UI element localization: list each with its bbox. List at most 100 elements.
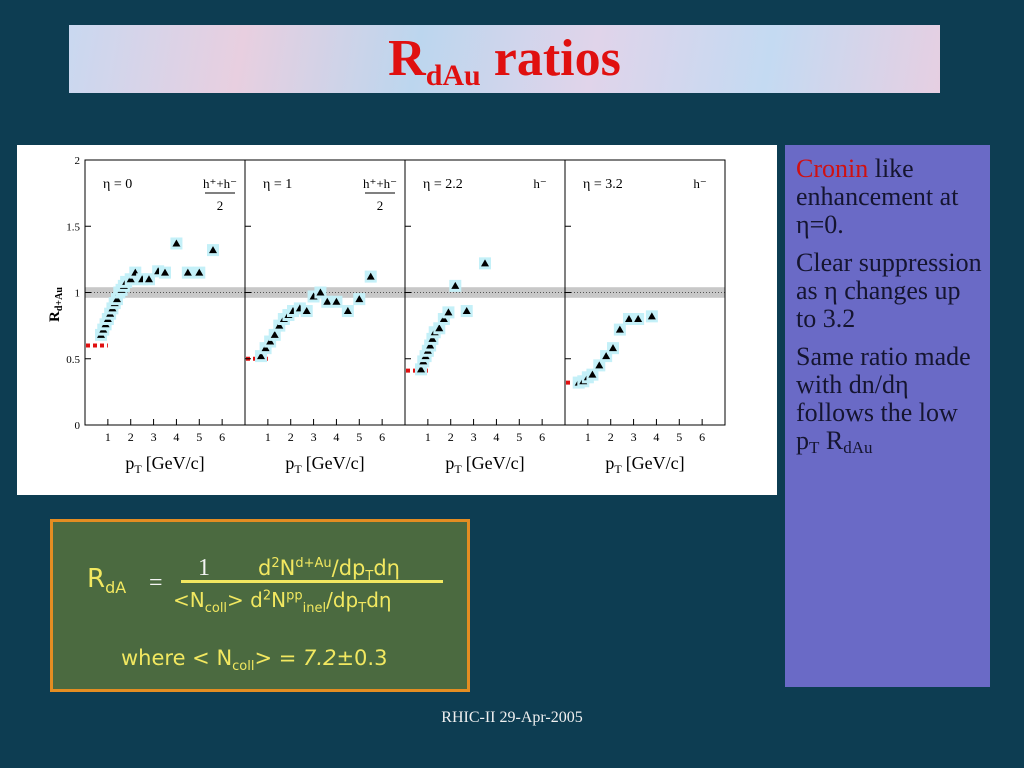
- data-point: [595, 361, 604, 369]
- x-tick-label: 3: [151, 430, 157, 444]
- y-tick-label: 0.5: [66, 354, 80, 366]
- y-tick-label: 1.5: [66, 221, 80, 233]
- x-tick-label: 5: [516, 430, 522, 444]
- formula-box: RdA = 1 d2Nd+Au/dpTdη <Ncoll> d2Nppinel/…: [50, 519, 470, 692]
- eta-label: η = 3.2: [583, 177, 623, 192]
- x-tick-label: 3: [311, 430, 317, 444]
- title-rest: ratios: [493, 30, 621, 87]
- x-tick-label: 6: [699, 430, 705, 444]
- text-text: N: [271, 588, 287, 612]
- x-tick-label: 6: [219, 430, 225, 444]
- text-text: d: [258, 556, 272, 580]
- formula-lhs: RdA: [87, 564, 126, 596]
- text-text: Same ratio made with dn/dη follows the l…: [796, 342, 971, 455]
- data-point: [428, 334, 437, 342]
- text-text: /dp: [326, 588, 359, 612]
- x-label-sub: T: [454, 462, 462, 476]
- data-point: [462, 307, 471, 315]
- data-point: [634, 315, 643, 322]
- x-tick-label: 5: [356, 430, 362, 444]
- data-point: [161, 268, 169, 276]
- x-label-sub: T: [134, 462, 142, 476]
- text-highlight: Cronin: [796, 154, 869, 183]
- x-label-main: p: [445, 453, 454, 473]
- data-point: [343, 307, 352, 315]
- data-point: [323, 297, 332, 305]
- x-tick-label: 1: [265, 430, 271, 444]
- text-text: dη: [366, 588, 392, 612]
- sidebar-paragraph: Clear suppression as η changes up to 3.2: [796, 249, 982, 333]
- data-point: [647, 312, 656, 320]
- text-sub: inel: [302, 601, 327, 616]
- text-sub: T: [358, 601, 367, 616]
- formula-denominator: <Ncoll> d2Nppinel/dpTdη: [173, 588, 392, 615]
- formula-equals: =: [149, 570, 163, 596]
- text-text: > d: [227, 588, 263, 612]
- x-tick-label: 1: [105, 430, 111, 444]
- text-text: Clear suppression as η changes up to 3.2: [796, 248, 982, 333]
- text-sub: T: [809, 438, 820, 457]
- text-sup: 2: [262, 588, 272, 604]
- y-label-main: R: [47, 311, 63, 322]
- text-text: where < N: [121, 646, 233, 670]
- sidebar: Cronin like enhancement at η=0. Clear sup…: [785, 145, 990, 687]
- formula-one: 1: [198, 555, 210, 581]
- x-tick-label: 2: [128, 430, 134, 444]
- x-label-sub: T: [294, 462, 302, 476]
- text-sub: coll: [232, 659, 255, 675]
- data-point: [113, 295, 121, 303]
- data-point: [332, 297, 341, 305]
- data-point: [615, 325, 624, 333]
- data-point: [588, 370, 597, 378]
- data-point: [625, 315, 633, 322]
- x-label-main: p: [125, 453, 134, 473]
- text-sup: 2: [271, 556, 280, 571]
- x-tick-label: 1: [585, 430, 591, 444]
- text-em: 7.2: [303, 646, 337, 670]
- title: RdAu ratios: [388, 30, 621, 92]
- data-point: [275, 321, 284, 329]
- figure: 00.511.521 2 3 4 5 6pT [GeV/c]Rd+Auη = 0 h⁺+h⁻2…: [17, 145, 777, 495]
- x-tick-label: 2: [288, 430, 294, 444]
- x-axis-label: pT [GeV/c]: [445, 453, 524, 476]
- text-text: ±0.3: [336, 646, 388, 670]
- reference-band: [85, 287, 245, 298]
- x-tick-label: 4: [333, 430, 339, 444]
- text-text: > =: [254, 646, 304, 670]
- data-point: [172, 239, 181, 247]
- data-point: [439, 315, 448, 322]
- text-sub: coll: [204, 601, 228, 616]
- x-tick-label: 5: [676, 430, 682, 444]
- formula-where: where < Ncoll> = 7.2±0.3: [121, 646, 388, 673]
- x-tick-label: 4: [653, 430, 659, 444]
- species-label: h⁺+h⁻: [203, 176, 237, 191]
- species-denominator: 2: [217, 198, 224, 213]
- x-axis-label: pT [GeV/c]: [605, 453, 684, 476]
- text-text: N: [279, 556, 296, 580]
- text-text: /dp: [331, 556, 366, 580]
- sidebar-paragraph: Cronin like enhancement at η=0.: [796, 155, 982, 239]
- data-point: [270, 330, 279, 338]
- data-point: [435, 324, 444, 332]
- x-label-rest: [GeV/c]: [146, 453, 205, 473]
- reference-band: [405, 287, 565, 298]
- data-point: [481, 259, 489, 267]
- title-sub: dAu: [425, 59, 481, 92]
- x-label-sub: T: [614, 462, 622, 476]
- title-main: R: [388, 30, 426, 87]
- data-point: [261, 344, 270, 352]
- data-point: [195, 268, 204, 276]
- data-point: [302, 307, 311, 315]
- x-tick-label: 5: [196, 430, 202, 444]
- data-point: [183, 268, 192, 276]
- data-point: [355, 295, 364, 303]
- text-sub: dAu: [843, 438, 873, 457]
- fraction-bar: [181, 580, 443, 583]
- data-point: [444, 308, 453, 316]
- text-sup: pp: [286, 588, 303, 604]
- x-axis-label: pT [GeV/c]: [285, 453, 364, 476]
- footer: RHIC-II 29-Apr-2005: [441, 709, 583, 726]
- x-tick-label: 2: [448, 430, 454, 444]
- text-text: R: [819, 426, 844, 455]
